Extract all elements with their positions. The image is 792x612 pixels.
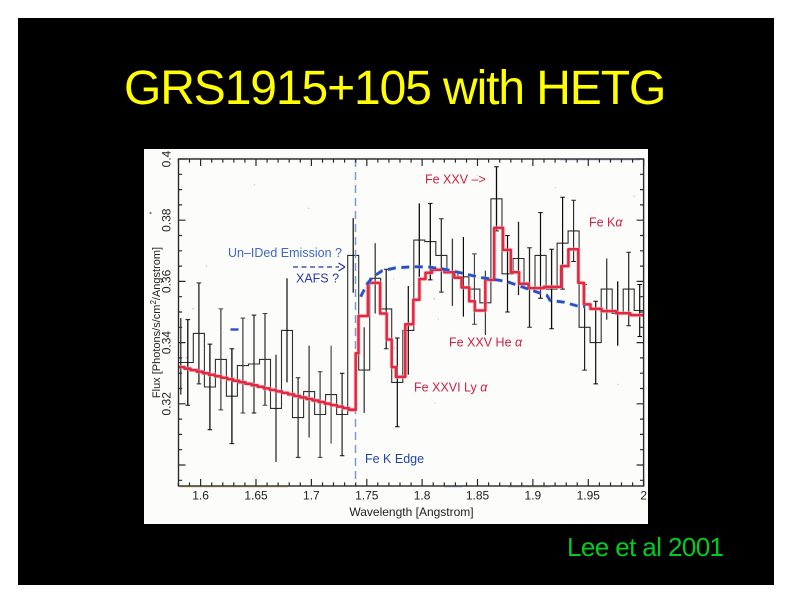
svg-text:1.65: 1.65	[244, 489, 268, 503]
svg-text:Un–IDed Emission ?: Un–IDed Emission ?	[228, 246, 342, 260]
svg-text:Fe Kα: Fe Kα	[589, 216, 623, 230]
svg-text:XAFS ?: XAFS ?	[296, 272, 339, 286]
svg-text:0.38: 0.38	[160, 208, 174, 232]
svg-text:0.4: 0.4	[160, 150, 174, 167]
svg-text:0.32: 0.32	[160, 392, 174, 416]
svg-text:1.85: 1.85	[466, 489, 490, 503]
svg-text:1.6: 1.6	[192, 489, 209, 503]
svg-text:Flux [Photons/s/cm2/Angstrom]: Flux [Photons/s/cm2/Angstrom]	[149, 247, 163, 398]
svg-text:Wavelength [Angstrom]: Wavelength [Angstrom]	[349, 505, 473, 519]
svg-text:2: 2	[640, 489, 647, 503]
svg-text:1.8: 1.8	[414, 489, 431, 503]
svg-text:1.7: 1.7	[303, 489, 320, 503]
svg-text:1.9: 1.9	[525, 489, 542, 503]
svg-text:Fe XXV –>: Fe XXV –>	[425, 173, 486, 187]
svg-text:0.34: 0.34	[160, 331, 174, 355]
svg-text:1.95: 1.95	[577, 489, 601, 503]
svg-text:Fe K Edge: Fe K Edge	[365, 452, 424, 466]
svg-text:0.36: 0.36	[160, 269, 174, 293]
svg-text:Fe XXVI Ly α: Fe XXVI Ly α	[414, 381, 488, 395]
svg-text:Fe XXV He α: Fe XXV He α	[449, 336, 523, 350]
svg-text:1.75: 1.75	[355, 489, 379, 503]
